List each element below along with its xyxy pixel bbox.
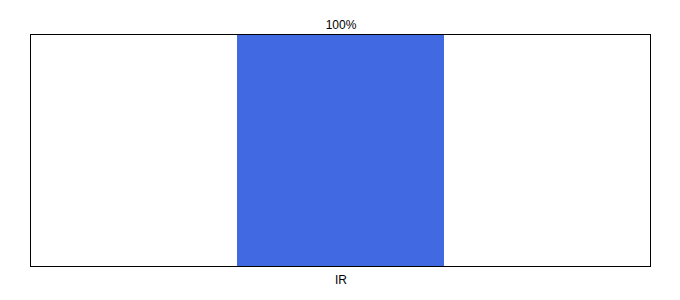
svg-text:IR: IR [335,273,347,287]
svg-text:100%: 100% [326,18,357,32]
